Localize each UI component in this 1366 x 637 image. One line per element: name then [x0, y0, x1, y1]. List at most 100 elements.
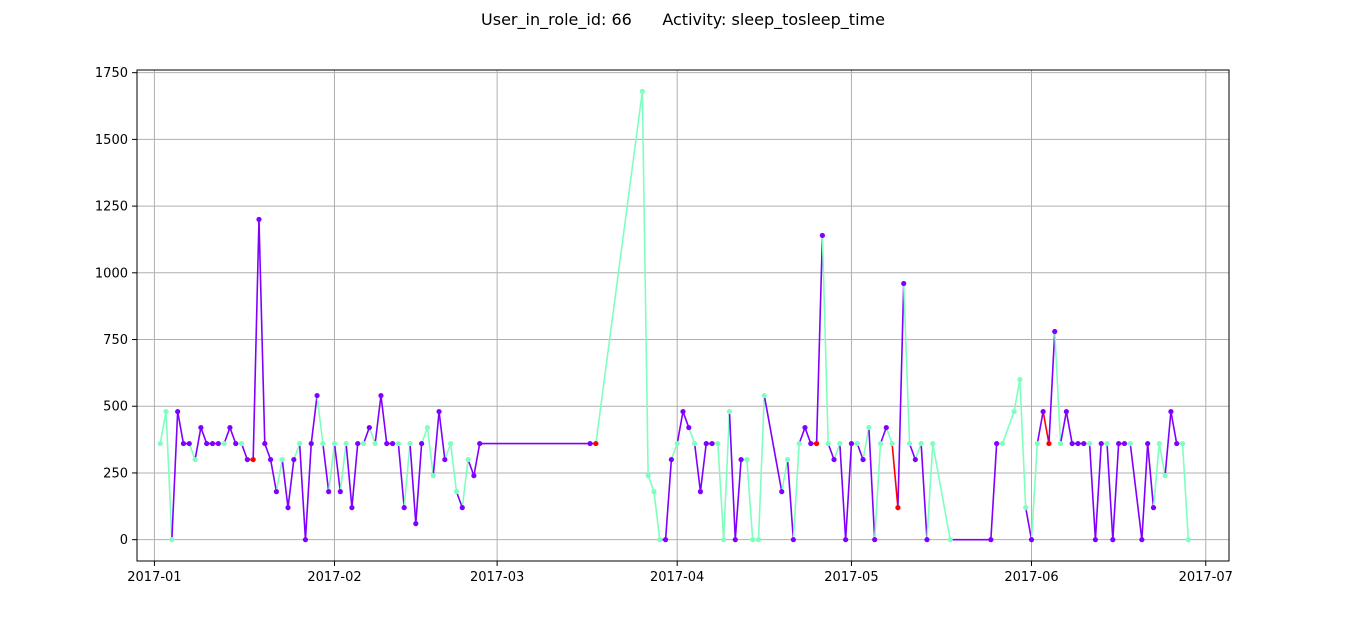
data-point — [1145, 440, 1151, 447]
line-segment — [990, 442, 998, 541]
data-point — [883, 424, 889, 431]
data-point — [645, 473, 651, 479]
line-segment — [397, 442, 405, 509]
line-segment — [165, 410, 173, 541]
line-segment — [734, 458, 742, 541]
line-segment — [688, 426, 696, 445]
data-point — [994, 440, 1000, 447]
data-point — [651, 489, 657, 495]
line-segment — [426, 426, 435, 477]
data-point — [320, 440, 326, 447]
data-point — [407, 440, 413, 447]
data-point — [430, 473, 436, 479]
data-point — [186, 440, 192, 447]
line-segment — [833, 442, 841, 461]
data-point — [657, 537, 663, 543]
line-segment — [200, 426, 208, 445]
line-segment — [676, 410, 684, 445]
line-segment — [444, 442, 452, 461]
y-tick-label: 1000 — [95, 266, 128, 281]
line-segment — [1129, 442, 1143, 541]
data-point — [843, 537, 849, 543]
line-segment — [380, 394, 388, 445]
line-segment — [1019, 378, 1027, 509]
data-point — [877, 440, 884, 447]
line-segment — [1065, 410, 1073, 445]
line-segment — [287, 458, 295, 509]
data-point — [726, 408, 733, 415]
line-segment — [409, 442, 417, 525]
line-segment — [420, 426, 429, 445]
data-point — [715, 440, 721, 447]
data-point — [1104, 440, 1110, 447]
grid — [137, 70, 1229, 561]
line-segment — [926, 442, 934, 541]
line-segment — [449, 442, 458, 493]
line-segment — [229, 426, 237, 445]
data-point — [337, 489, 343, 495]
line-segment — [885, 426, 893, 445]
data-point — [761, 392, 767, 399]
y-tick-label: 500 — [103, 400, 128, 415]
x-axis: 2017-01 2017-02 2017-03 2017-04 2017-05 2017-… — [127, 561, 1233, 585]
data-point — [448, 440, 454, 447]
line-segment — [455, 490, 464, 509]
data-point — [802, 424, 808, 431]
line-segment — [641, 90, 649, 477]
x-tick-label: 2017-01 — [127, 570, 181, 585]
data-point — [1063, 408, 1069, 415]
data-point — [378, 392, 384, 399]
data-point — [262, 440, 268, 447]
data-point — [947, 537, 953, 543]
x-tick-label: 2017-02 — [307, 570, 361, 585]
y-tick-label: 1250 — [95, 200, 128, 215]
data-point — [238, 440, 245, 447]
data-point — [157, 440, 163, 447]
line-segment — [333, 442, 342, 493]
data-point — [988, 537, 994, 543]
line-segment — [844, 442, 853, 541]
data-point — [1046, 440, 1052, 447]
chart-title: User_in_role_id: 66 Activity: sleep_tosl… — [481, 10, 885, 29]
line-segment — [763, 394, 783, 493]
data-point — [244, 456, 250, 463]
line-segment — [1106, 442, 1114, 541]
data-point — [1057, 440, 1064, 447]
x-tick-label: 2017-04 — [650, 570, 704, 585]
data-point — [755, 537, 762, 543]
data-point — [1139, 537, 1145, 543]
line-segment — [931, 442, 951, 541]
line-segment — [798, 426, 806, 445]
data-point — [459, 505, 465, 511]
data-point — [343, 440, 349, 447]
line-segment — [263, 442, 272, 461]
line-segment — [722, 410, 731, 541]
y-axis: 0 250 500 750 1000 1250 1500 1750 — [95, 66, 137, 548]
line-segment — [699, 442, 708, 493]
data-point — [1185, 537, 1191, 543]
line-segment — [693, 442, 702, 493]
line-segment — [786, 458, 795, 541]
plot-frame — [136, 69, 1230, 562]
data-point — [1179, 440, 1186, 447]
data-point — [302, 537, 309, 543]
series-lines — [159, 90, 1190, 541]
data-point — [1092, 537, 1099, 543]
data-point — [436, 408, 442, 415]
data-point — [355, 440, 361, 447]
data-point — [477, 440, 483, 447]
data-point — [1017, 376, 1023, 383]
data-point — [1174, 440, 1180, 447]
x-tick-label: 2017-06 — [1004, 570, 1058, 585]
line-segment — [1088, 442, 1097, 541]
data-point — [1023, 505, 1029, 511]
data-point — [837, 440, 843, 447]
data-point — [930, 440, 936, 447]
line-segment — [252, 218, 260, 461]
line-segment — [223, 426, 231, 445]
data-point — [471, 473, 477, 479]
data-point — [1069, 440, 1075, 447]
line-segment — [316, 394, 324, 445]
data-point — [233, 440, 239, 447]
line-segment — [345, 442, 353, 509]
